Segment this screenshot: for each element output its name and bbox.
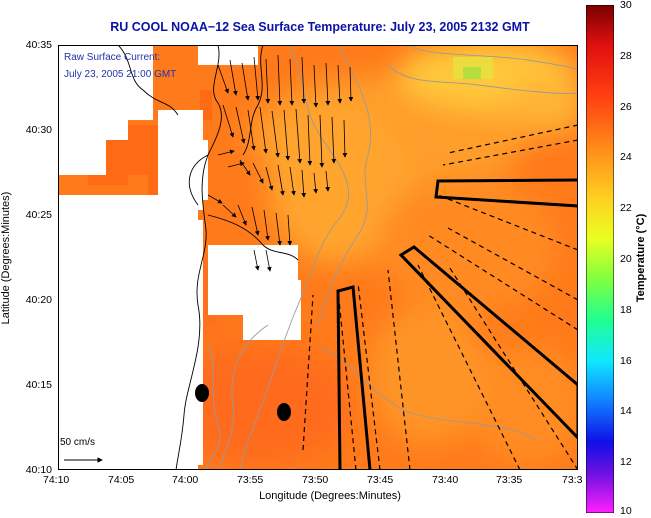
y-tick: 40:10 (25, 464, 52, 476)
y-tick: 40:15 (25, 379, 52, 391)
x-tick: 73:45 (367, 474, 394, 486)
colorbar-tick: 28 (620, 50, 632, 62)
current-label: Raw Surface Current: (64, 52, 161, 63)
colorbar-title: Temperature (°C) (635, 213, 647, 302)
y-axis-label: Latitude (Degrees:Minutes) (0, 192, 12, 325)
y-tick: 40:35 (25, 39, 52, 51)
sst-warm-patch (463, 67, 481, 79)
map-title: RU COOL NOAA−12 Sea Surface Temperature:… (110, 20, 530, 34)
scale-label: 50 cm/s (60, 437, 96, 448)
colorbar-tick: 14 (620, 405, 632, 417)
x-tick: 74:05 (108, 474, 135, 486)
cloud-mask (58, 45, 301, 470)
transect-boxes (336, 178, 578, 470)
x-tick: 73:35 (496, 474, 523, 486)
transect-dashed-lines (302, 124, 578, 470)
colorbar-tick: 12 (620, 456, 632, 468)
sst-map (58, 45, 578, 470)
bathymetry-contours (205, 45, 578, 470)
y-tick: 40:30 (25, 124, 52, 136)
x-tick: 74:10 (43, 474, 70, 486)
y-tick: 40:20 (25, 294, 52, 306)
x-tick: 73:55 (237, 474, 264, 486)
x-tick: 73:3 (562, 474, 583, 486)
x-tick: 74:00 (172, 474, 199, 486)
coastline (117, 45, 299, 470)
mooring-marker (195, 384, 209, 402)
current-vectors (207, 54, 354, 272)
y-axis-label-wrap: Latitude (Degrees:Minutes) (0, 192, 12, 325)
colorbar (586, 5, 614, 513)
colorbar-title-wrap: Temperature (°C) (635, 213, 647, 302)
colorbar-tick: 30 (620, 0, 632, 11)
colorbar-tick: 16 (620, 355, 632, 367)
x-tick: 73:50 (302, 474, 329, 486)
current-timestamp: July 23, 2005 21:00 GMT (64, 69, 177, 80)
colorbar-tick: 18 (620, 304, 632, 316)
colorbar-tick: 20 (620, 253, 632, 265)
colorbar-tick: 22 (620, 202, 632, 214)
x-axis-label: Longitude (Degrees:Minutes) (259, 490, 401, 502)
colorbar-tick: 10 (620, 505, 632, 517)
x-tick: 73:40 (432, 474, 459, 486)
colorbar-tick: 24 (620, 151, 632, 163)
y-tick: 40:25 (25, 209, 52, 221)
colorbar-tick: 26 (620, 101, 632, 113)
mooring-marker (277, 403, 291, 421)
